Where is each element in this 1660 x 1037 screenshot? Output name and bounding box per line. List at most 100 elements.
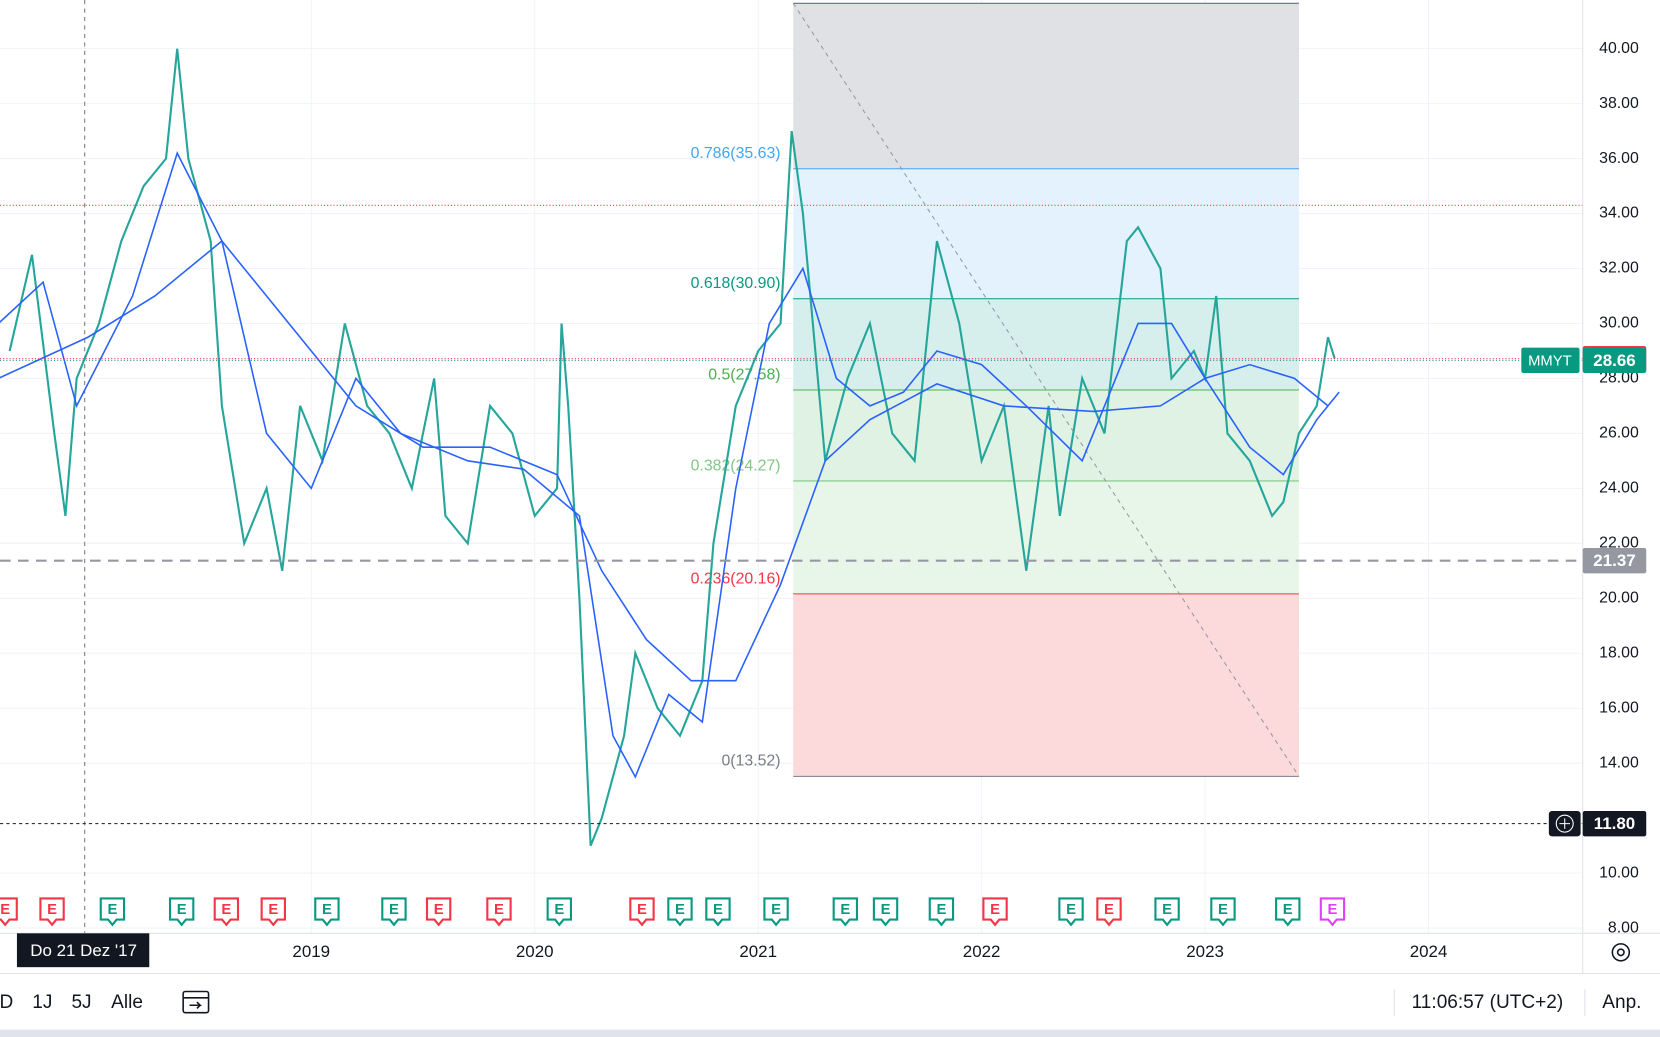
earnings-marker[interactable] bbox=[872, 897, 899, 927]
y-tick-label: 16.00 bbox=[1599, 699, 1639, 716]
earnings-label: E bbox=[675, 902, 685, 918]
earnings-label: E bbox=[107, 902, 117, 918]
earnings-marker[interactable] bbox=[705, 897, 731, 927]
range-button[interactable]: 5J bbox=[71, 992, 91, 1013]
earnings-marker[interactable] bbox=[763, 897, 789, 927]
earnings-label: E bbox=[1066, 902, 1076, 918]
calendar-icon[interactable] bbox=[182, 990, 210, 1014]
fib-band bbox=[793, 168, 1299, 299]
range-button[interactable]: D bbox=[0, 992, 13, 1013]
gear-hub bbox=[1616, 948, 1625, 957]
plot-area: 0.786(35.63) 0.618(30.90) 0.5(27.58) 0.382(… bbox=[0, 0, 1583, 934]
y-tick-label: 32.00 bbox=[1599, 260, 1639, 277]
earnings-marker[interactable] bbox=[1319, 897, 1346, 927]
earnings-label: E bbox=[434, 902, 444, 918]
earnings-marker[interactable] bbox=[39, 897, 65, 927]
price-label-bg bbox=[1582, 810, 1647, 837]
y-tick-label: 40.00 bbox=[1599, 40, 1639, 57]
earnings-marker[interactable] bbox=[1275, 897, 1301, 927]
clock: 11:06:57 (UTC+2) bbox=[1412, 992, 1564, 1013]
earnings-marker[interactable] bbox=[1096, 897, 1122, 927]
symbol-label-bg bbox=[1521, 347, 1580, 373]
earnings-label: E bbox=[1218, 902, 1228, 918]
earnings-label: E bbox=[637, 902, 647, 918]
adjust-button[interactable]: Anp. bbox=[1602, 992, 1641, 1013]
y-tick-label: 28.00 bbox=[1599, 370, 1639, 387]
calendar-frame bbox=[182, 990, 210, 1014]
earnings-label: E bbox=[1104, 902, 1114, 918]
x-tick-label: 2022 bbox=[963, 942, 1001, 961]
fib-label: 0.5(27.58) bbox=[708, 366, 780, 383]
earnings-marker[interactable] bbox=[314, 897, 340, 927]
settings-icon[interactable] bbox=[1611, 943, 1631, 962]
earnings-label: E bbox=[221, 902, 231, 918]
gear bbox=[1611, 943, 1631, 962]
x-tick-label: 2024 bbox=[1410, 942, 1448, 961]
earnings-label: E bbox=[494, 902, 504, 918]
earnings-label: E bbox=[1283, 902, 1293, 918]
earnings-marker[interactable] bbox=[928, 897, 955, 927]
earnings-marker[interactable] bbox=[982, 897, 1008, 927]
earnings-marker[interactable] bbox=[546, 897, 573, 927]
crosshair-label: Do 21 Dez '17 bbox=[30, 941, 137, 960]
earnings-marker[interactable] bbox=[425, 897, 452, 927]
earnings-label: E bbox=[936, 902, 946, 918]
fib-label: 0.382(24.27) bbox=[691, 457, 781, 474]
earnings-marker[interactable] bbox=[1058, 897, 1084, 927]
fib-trend bbox=[792, 3, 1300, 777]
price-line bbox=[0, 151, 1340, 779]
y-tick-label: 18.00 bbox=[1599, 644, 1639, 661]
y-tick-label: 8.00 bbox=[1608, 919, 1639, 936]
earnings-marker[interactable] bbox=[832, 897, 859, 927]
earnings-label: E bbox=[1328, 902, 1338, 918]
fib-band bbox=[793, 480, 1299, 594]
earnings-marker[interactable] bbox=[1154, 897, 1180, 927]
earnings-label: E bbox=[322, 902, 332, 918]
price-label-bg bbox=[1582, 347, 1647, 373]
add-button-plus bbox=[1559, 818, 1571, 829]
earnings-label: E bbox=[840, 902, 850, 918]
earnings-marker[interactable] bbox=[260, 897, 286, 927]
range-button[interactable]: 1J bbox=[32, 992, 52, 1013]
price-label: 28.66 bbox=[1593, 351, 1635, 370]
earnings-label: E bbox=[1162, 902, 1172, 918]
earnings-marker[interactable] bbox=[0, 897, 18, 927]
earnings-label: E bbox=[990, 902, 1000, 918]
y-tick-label: 10.00 bbox=[1599, 864, 1639, 881]
fib-label: 0.618(30.90) bbox=[691, 275, 781, 292]
earnings-marker[interactable] bbox=[168, 897, 195, 927]
earnings-label: E bbox=[389, 902, 399, 918]
earnings-marker[interactable] bbox=[486, 897, 512, 927]
earnings-marker[interactable] bbox=[1210, 897, 1236, 927]
earnings-label: E bbox=[0, 902, 10, 918]
earnings-label: E bbox=[713, 902, 723, 918]
x-tick-label: 2021 bbox=[739, 942, 777, 961]
calendar-arrow bbox=[189, 1001, 203, 1009]
price-line bbox=[0, 239, 1329, 682]
price-label: 11.80 bbox=[1594, 814, 1635, 833]
y-tick-label: 26.00 bbox=[1599, 425, 1639, 442]
fib-label: 0.786(35.63) bbox=[691, 145, 781, 162]
earnings-marker[interactable] bbox=[99, 897, 126, 927]
bottom-strip bbox=[0, 1029, 1660, 1037]
y-tick-label: 30.00 bbox=[1599, 315, 1639, 332]
price-label-bg bbox=[1582, 547, 1647, 574]
earnings-label: E bbox=[771, 902, 781, 918]
add-button[interactable] bbox=[1555, 814, 1574, 833]
earnings-label: E bbox=[268, 902, 278, 918]
earnings-marker[interactable] bbox=[381, 897, 407, 927]
earnings-marker[interactable] bbox=[213, 897, 240, 927]
earnings-marker[interactable] bbox=[667, 897, 693, 927]
fib-label: 0.236(20.16) bbox=[691, 570, 781, 587]
y-tick-label: 36.00 bbox=[1599, 150, 1639, 167]
range-button[interactable]: Alle bbox=[111, 992, 143, 1013]
y-tick-label: 20.00 bbox=[1599, 589, 1639, 606]
fib-band bbox=[793, 389, 1299, 481]
earnings-label: E bbox=[47, 902, 57, 918]
earnings-marker[interactable] bbox=[629, 897, 655, 927]
price-line bbox=[8, 48, 1336, 847]
y-tick-label: 38.00 bbox=[1599, 95, 1639, 112]
x-tick-label: 2019 bbox=[292, 942, 330, 961]
y-tick-label: 22.00 bbox=[1599, 535, 1639, 552]
